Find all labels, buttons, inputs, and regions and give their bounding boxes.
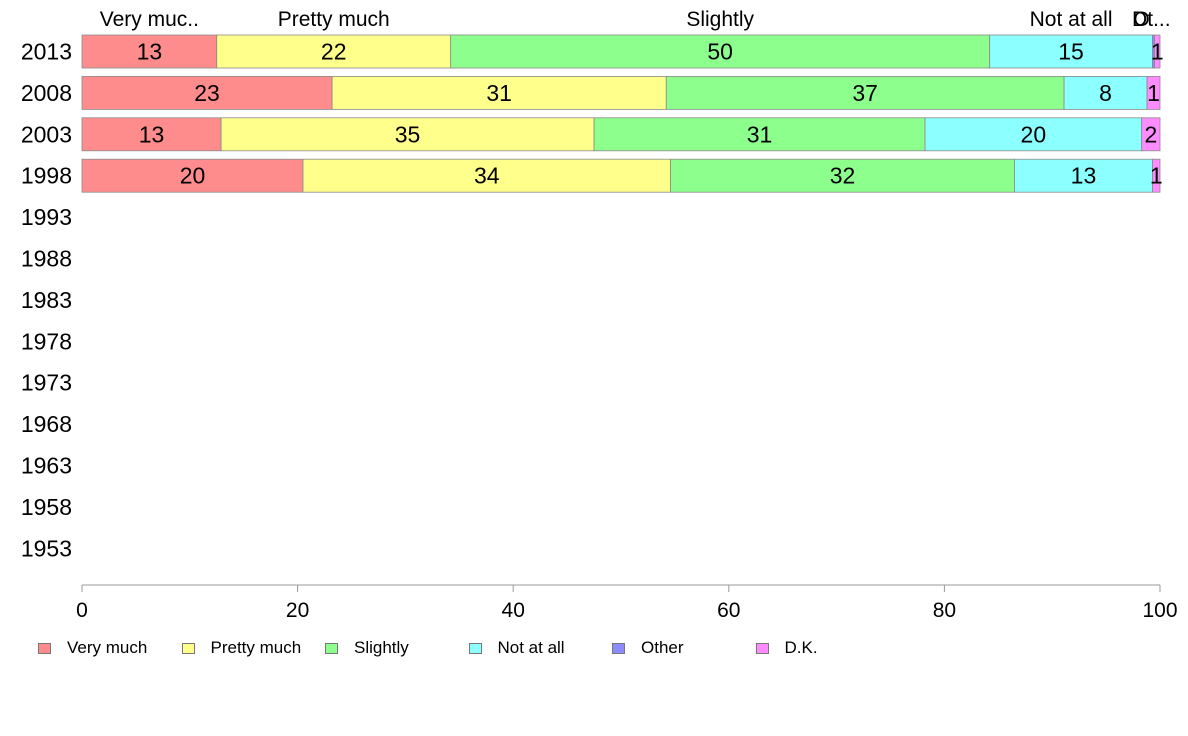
y-tick-label: 1983 (21, 287, 72, 313)
legend-swatch (468, 642, 482, 654)
bar-2013-d-k- (1154, 34, 1161, 69)
top-label: Dt... (1132, 8, 1171, 31)
bars: 13 22 50 15 1 23 31 37 8 1 13 35 31 20 2 20 34 32 13 1 (81, 34, 1164, 193)
bar-2008-very-much (81, 76, 333, 110)
legend-swatch (325, 642, 338, 654)
y-tick-label: 1963 (21, 453, 72, 479)
top-label: Not at all (1030, 8, 1113, 31)
bar-2003-very-much (81, 117, 222, 152)
bar-2003-slightly (593, 117, 926, 152)
bar-value-label: 37 (852, 80, 878, 106)
top-label: O (1133, 8, 1149, 31)
legend-item: Very much (38, 637, 147, 659)
bar-value-label: 50 (707, 39, 733, 65)
legend-label: Very much (67, 638, 148, 657)
legend-swatch (181, 642, 195, 654)
bar-2013-pretty-much (216, 34, 452, 69)
bar-1998-d-k- (1152, 158, 1161, 193)
x-tick-label: 60 (717, 599, 740, 622)
bar-value-label: 23 (194, 80, 220, 106)
legend-label: D.K. (784, 638, 818, 657)
legend-label: Other (641, 638, 684, 657)
x-tick-label: 80 (933, 599, 956, 622)
bar-value-label: 13 (1071, 163, 1097, 189)
x-axis: 0 20 40 60 80 100 (76, 584, 1178, 622)
top-label: Slightly (686, 8, 754, 31)
top-label: Pretty much (278, 8, 390, 31)
y-tick-label: 1998 (21, 163, 72, 189)
legend-swatch (755, 642, 769, 654)
legend-label: Pretty much (210, 638, 302, 657)
legend-item: D.K. (755, 637, 818, 659)
bar-value-label: 32 (830, 163, 856, 189)
legend-item: Slightly (325, 637, 409, 659)
legend-label: Not at all (497, 638, 565, 657)
legend-swatch (612, 642, 625, 654)
bar-value-label: 35 (395, 121, 421, 147)
x-tick-label: 40 (502, 599, 525, 622)
bar-value-label: 15 (1058, 39, 1084, 65)
bar-2003-d-k- (1141, 117, 1161, 152)
bar-value-label: 13 (139, 121, 165, 147)
bar-2008-d-k- (1146, 76, 1161, 110)
legend-item: Not at all (468, 637, 565, 659)
x-tick-label: 100 (1142, 599, 1177, 622)
legend-swatch (38, 642, 51, 654)
y-tick-label: 2013 (21, 39, 72, 65)
bar-value-label: 1 (1150, 163, 1163, 189)
y-axis: 2013 2008 2003 1998 1993 1988 1983 1978 1973 1968… (21, 39, 72, 562)
bar-2003-not-at-all (924, 117, 1143, 152)
y-tick-label: 2003 (21, 121, 72, 147)
bar-value-label: 20 (1021, 121, 1047, 147)
bar-1998-pretty-much (302, 158, 671, 193)
bar-value-label: 13 (137, 39, 163, 65)
bar-value-label: 22 (321, 39, 347, 65)
y-tick-label: 1993 (21, 204, 72, 230)
x-tick-label: 20 (286, 599, 309, 622)
legend-label: Slightly (354, 638, 409, 657)
y-tick-label: 1978 (21, 328, 72, 354)
bar-value-label: 31 (486, 80, 512, 106)
bar-1998-very-much (81, 158, 304, 193)
bar-value-label: 34 (474, 163, 500, 189)
x-tick-label: 0 (76, 599, 88, 622)
y-tick-label: 1953 (21, 535, 72, 561)
legend: Very much Pretty much Slightly Not at all Ot… (38, 637, 1138, 661)
legend-item: Other (612, 637, 684, 659)
bar-2008-slightly (665, 76, 1065, 110)
y-tick-label: 2008 (21, 80, 72, 106)
bar-1998-not-at-all (1014, 158, 1153, 193)
bar-value-label: 2 (1144, 121, 1157, 147)
legend-item: Pretty much (181, 637, 302, 659)
bar-2008-pretty-much (331, 76, 667, 110)
bar-value-label: 20 (180, 163, 206, 189)
bar-1998-slightly (670, 158, 1015, 193)
bar-value-label: 31 (747, 121, 773, 147)
top-label: Very muc.. (100, 8, 199, 31)
bar-value-label: 8 (1099, 80, 1112, 106)
bar-value-label: 1 (1147, 80, 1160, 106)
top-labels: Very muc.. Pretty much Slightly Not at all O… (100, 8, 1171, 31)
y-tick-label: 1988 (21, 246, 72, 272)
y-tick-label: 1958 (21, 494, 72, 520)
bar-value-label: 1 (1151, 39, 1164, 65)
y-tick-label: 1968 (21, 411, 72, 437)
y-tick-label: 1973 (21, 370, 72, 396)
